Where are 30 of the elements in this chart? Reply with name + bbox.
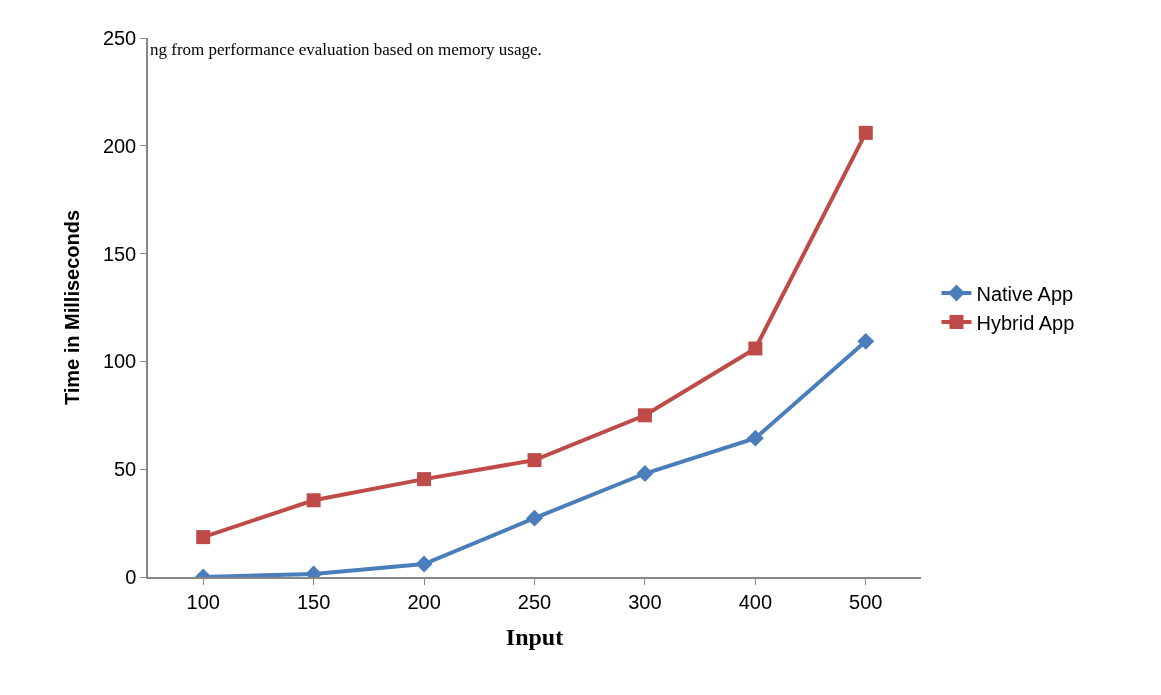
x-tick-label: 500 <box>849 590 883 613</box>
point <box>636 465 654 482</box>
point <box>196 530 211 545</box>
y-tick-label: 100 <box>102 350 137 373</box>
x-tick-label: 400 <box>738 590 773 613</box>
y-axis-title: Time in Milliseconds <box>60 209 83 406</box>
x-tick-label: 300 <box>628 590 662 613</box>
legend-label: Native App <box>976 282 1074 305</box>
point <box>527 453 542 468</box>
y-tick-label: 50 <box>114 458 137 481</box>
point <box>637 408 652 423</box>
y-tick-label: 0 <box>125 566 137 588</box>
x-tick-label: 100 <box>186 590 220 613</box>
point <box>306 493 321 508</box>
y-tick-label: 150 <box>102 242 137 265</box>
y-tick-label: 250 <box>102 27 137 49</box>
point <box>857 332 875 350</box>
annotation: ng from performance evaluation based on memory usage. <box>150 40 542 59</box>
x-tick-label: 250 <box>517 590 552 613</box>
x-tick-label: 200 <box>407 590 441 613</box>
point <box>746 429 764 447</box>
legend-label: Hybrid App <box>976 311 1075 334</box>
point <box>526 509 543 527</box>
point <box>417 472 432 487</box>
x-axis-title: Input <box>505 623 564 650</box>
point <box>748 341 763 356</box>
point <box>858 125 873 140</box>
point <box>415 555 433 573</box>
x-tick-label: 150 <box>296 590 331 613</box>
y-tick-label: 200 <box>102 134 137 157</box>
